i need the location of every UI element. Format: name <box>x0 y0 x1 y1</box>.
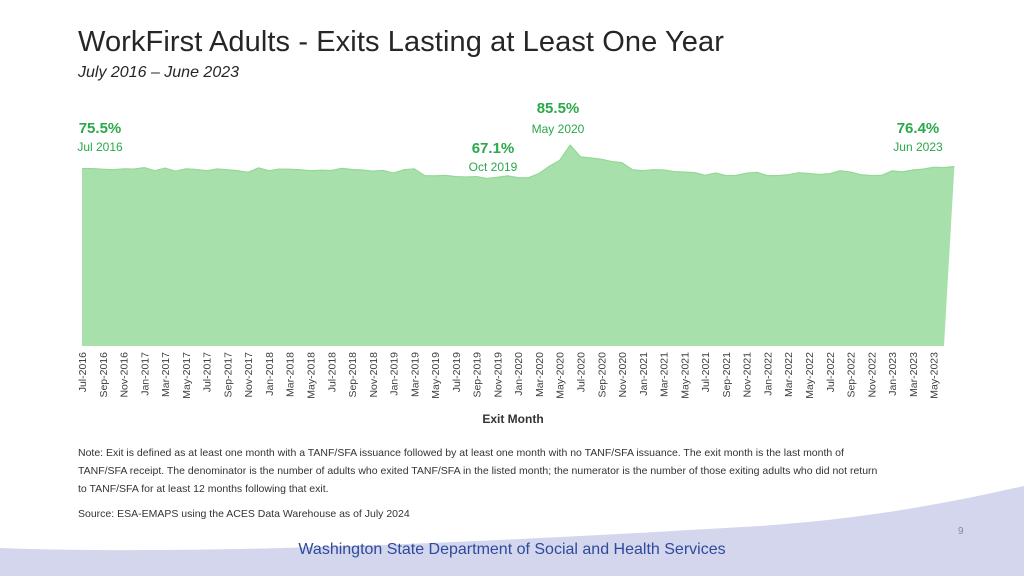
x-tick-label: Jan-2017 <box>139 352 151 396</box>
annotation-layer: 75.5% Jul 2016 67.1% Oct 2019 85.5% May 2020 7… <box>77 100 943 174</box>
area-series-exits <box>82 145 955 346</box>
x-tick-label: Nov-2021 <box>742 352 754 398</box>
x-tick-label: May-2017 <box>181 352 193 399</box>
x-tick-label: Sep-2021 <box>721 352 733 398</box>
x-tick-label: Mar-2021 <box>659 352 671 397</box>
x-tick-label: Jan-2023 <box>887 352 899 396</box>
annotation-value: 67.1% <box>472 140 515 157</box>
x-tick-label: Jan-2018 <box>264 352 276 396</box>
x-tick-label: May-2019 <box>430 352 442 399</box>
x-tick-label: May-2021 <box>679 352 691 399</box>
x-tick-label: Sep-2018 <box>347 352 359 398</box>
x-tick-label: Sep-2022 <box>846 352 858 398</box>
x-tick-label: Mar-2017 <box>160 352 172 397</box>
x-tick-label: Nov-2019 <box>492 352 504 398</box>
x-tick-label: May-2018 <box>305 352 317 399</box>
note-text: Note: Exit is defined as at least one mo… <box>78 447 878 495</box>
x-tick-label: Jul-2018 <box>326 352 338 392</box>
area-series-edge <box>82 144 955 180</box>
page-number: 9 <box>958 526 964 537</box>
x-tick-label: Sep-2020 <box>596 352 608 398</box>
x-tick-label: May-2022 <box>804 352 816 399</box>
x-tick-label: Jul-2021 <box>700 352 712 392</box>
slide-subtitle: July 2016 – June 2023 <box>78 64 240 81</box>
x-tick-label: Sep-2019 <box>472 352 484 398</box>
x-tick-label: Sep-2017 <box>222 352 234 398</box>
x-tick-label: Jan-2019 <box>389 352 401 396</box>
annotation-date: Jun 2023 <box>893 140 943 154</box>
x-tick-label: Nov-2020 <box>617 352 629 398</box>
source-text: Source: ESA-EMAPS using the ACES Data Wa… <box>78 508 410 520</box>
area-layer <box>82 144 955 346</box>
footer-band-accent <box>500 500 1024 576</box>
x-axis-tick-labels: Jul-2016 Sep-2016 Nov-2016 Jan-2017 Mar-2017… <box>77 352 941 399</box>
x-tick-label: Mar-2020 <box>534 352 546 397</box>
x-tick-label: Nov-2017 <box>243 352 255 398</box>
annotation-value: 76.4% <box>897 120 940 137</box>
annotation-date: Jul 2016 <box>77 140 123 154</box>
x-tick-label: Mar-2018 <box>285 352 297 397</box>
x-tick-label: Jul-2019 <box>451 352 463 392</box>
x-axis-title: Exit Month <box>482 412 543 426</box>
annotation-value: 75.5% <box>79 120 122 137</box>
x-tick-label: Sep-2016 <box>98 352 110 398</box>
x-tick-label: Mar-2022 <box>783 352 795 397</box>
footer-organization: Washington State Department of Social an… <box>298 541 726 558</box>
x-tick-label: Jan-2021 <box>638 352 650 396</box>
x-tick-label: Mar-2019 <box>409 352 421 397</box>
slide-title: WorkFirst Adults - Exits Lasting at Leas… <box>78 26 724 58</box>
x-tick-label: Jan-2022 <box>762 352 774 396</box>
x-tick-label: Jul-2017 <box>202 352 214 392</box>
annotation-date: May 2020 <box>532 122 585 136</box>
x-tick-label: Nov-2022 <box>866 352 878 398</box>
x-tick-label: Nov-2018 <box>368 352 380 398</box>
x-tick-label: Jul-2022 <box>825 352 837 392</box>
x-tick-label: Jul-2016 <box>77 352 89 392</box>
x-tick-label: Mar-2023 <box>908 352 920 397</box>
x-tick-label: Jul-2020 <box>576 352 588 392</box>
x-tick-label: May-2023 <box>929 352 941 399</box>
annotation-value: 85.5% <box>537 100 580 117</box>
annotation-date: Oct 2019 <box>469 160 518 174</box>
x-tick-label: Nov-2016 <box>119 352 131 398</box>
x-tick-label: Jan-2020 <box>513 352 525 396</box>
x-tick-label: May-2020 <box>555 352 567 399</box>
